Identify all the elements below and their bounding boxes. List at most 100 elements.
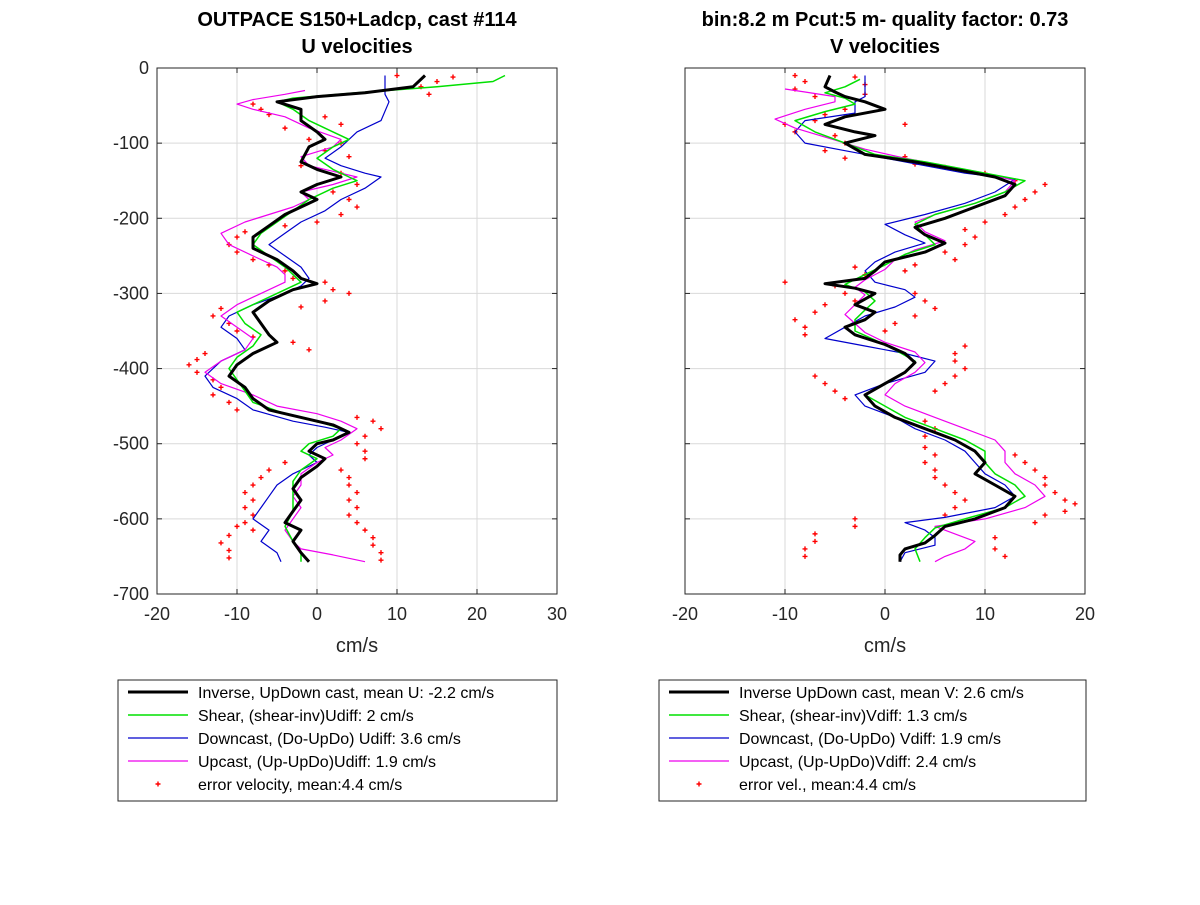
- u-x-tick-label: 30: [547, 604, 567, 624]
- u-error-velocity-point: [306, 136, 312, 142]
- u-error-velocity-point: [250, 527, 256, 533]
- u-error-velocity-point: [314, 219, 320, 225]
- u-error-velocity-point: [226, 399, 232, 405]
- u-legend-label-upcast: Upcast, (Up-UpDo)Udiff: 1.9 cm/s: [198, 754, 436, 771]
- v-error-velocity-point: [812, 531, 818, 537]
- u-velocity-axes: -20 -10 0 10 20 300-100-200-300-400-500-600-7…: [113, 58, 567, 657]
- u-error-velocity-point: [234, 523, 240, 529]
- v-error-velocity-point: [852, 523, 858, 529]
- u-error-velocity-point: [354, 490, 360, 496]
- u-error-velocity-point: [242, 490, 248, 496]
- v-error-velocity-point: [852, 516, 858, 522]
- u-error-velocity-point: [242, 229, 248, 235]
- u-ticks: -20 -10 0 10 20 300-100-200-300-400-500-600-7…: [113, 58, 567, 624]
- v-error-velocity-point: [1042, 181, 1048, 187]
- v-error-velocity-point: [852, 298, 858, 304]
- u-error-velocity-point: [250, 482, 256, 488]
- v-error-velocity-point: [822, 112, 828, 118]
- u-y-tick-label: 0: [139, 58, 149, 78]
- u-error-velocity-point: [290, 275, 296, 281]
- v-error-velocity-point: [832, 133, 838, 139]
- u-error-velocity-point: [218, 540, 224, 546]
- u-error-velocity-point: [234, 234, 240, 240]
- u-x-tick-label: 10: [387, 604, 407, 624]
- u-error-velocity-point: [282, 223, 288, 229]
- v-error-velocity-point: [942, 482, 948, 488]
- v-error-velocity-point: [842, 106, 848, 112]
- v-error-velocity-point: [922, 418, 928, 424]
- v-error-velocity-point: [1072, 501, 1078, 507]
- u-legend-marker-error: [155, 781, 161, 787]
- u-error-velocity-point: [434, 79, 440, 85]
- u-error-velocity-point: [346, 154, 352, 160]
- u-error-velocity-point: [354, 520, 360, 526]
- u-error-velocity-point: [354, 181, 360, 187]
- u-error-velocity-point: [218, 305, 224, 311]
- v-error-velocity-point: [932, 305, 938, 311]
- u-error-velocity-point: [394, 73, 400, 79]
- v-error-velocity-point: [1012, 204, 1018, 210]
- v-error-velocity-point: [962, 366, 968, 372]
- u-error-velocity-point: [354, 505, 360, 511]
- v-error-velocity-point: [1032, 189, 1038, 195]
- u-error-velocity-point: [218, 384, 224, 390]
- u-error-velocity-point: [226, 532, 232, 538]
- u-y-tick-label: -300: [113, 283, 149, 303]
- v-error-velocity-point: [952, 257, 958, 263]
- u-x-tick-label: 0: [312, 604, 322, 624]
- u-series-group: [186, 73, 506, 563]
- v-error-velocity-point: [1062, 508, 1068, 514]
- u-error-velocity-point: [370, 535, 376, 541]
- v-error-velocity-point: [962, 242, 968, 248]
- u-y-tick-label: -700: [113, 584, 149, 604]
- v-error-velocity-point: [902, 268, 908, 274]
- v-error-velocity-point: [782, 279, 788, 285]
- u-error-velocity-point: [346, 482, 352, 488]
- u-error-velocity-point: [362, 433, 368, 439]
- v-error-velocity-point: [892, 320, 898, 326]
- u-y-tick-label: -400: [113, 359, 149, 379]
- u-error-velocity-point: [346, 290, 352, 296]
- v-inverse-series-line: [823, 74, 1017, 562]
- u-error-velocity-point: [354, 414, 360, 420]
- u-error-velocity-point: [338, 121, 344, 127]
- u-plot-data: [186, 73, 506, 563]
- u-error-velocity-point: [250, 101, 256, 107]
- v-error-velocity-point: [802, 79, 808, 85]
- v-legend-box: [658, 679, 1087, 802]
- v-error-velocity-point: [932, 452, 938, 458]
- v-error-velocity-point: [1042, 475, 1048, 481]
- v-error-velocity-point: [902, 121, 908, 127]
- u-error-velocity-point: [258, 475, 264, 481]
- v-error-velocity-point: [822, 302, 828, 308]
- v-error-velocity-point: [982, 219, 988, 225]
- v-error-velocity-point: [852, 74, 858, 80]
- v-error-velocity-point: [952, 373, 958, 379]
- v-error-velocity-point: [812, 538, 818, 544]
- v-error-velocity-point: [792, 73, 798, 79]
- u-error-velocity-point: [194, 369, 200, 375]
- u-inverse-series-line: [227, 74, 427, 563]
- v-plot-data: [774, 73, 1078, 563]
- u-error-velocity-point: [322, 298, 328, 304]
- u-error-velocity-point: [194, 357, 200, 363]
- v-error-velocity-point: [972, 234, 978, 240]
- u-error-velocity-point: [298, 163, 304, 169]
- v-error-velocity-point: [962, 343, 968, 349]
- v-error-velocity-point: [942, 249, 948, 255]
- v-series-group: [774, 73, 1078, 563]
- u-error-velocity-point: [282, 460, 288, 465]
- u-y-tick-label: -500: [113, 434, 149, 454]
- u-error-velocity-point: [426, 91, 432, 97]
- v-error-velocity-point: [1002, 212, 1008, 218]
- u-error-velocity-point: [210, 313, 216, 319]
- v-error-velocity-point: [992, 535, 998, 541]
- u-x-axis-label: cm/s: [336, 635, 378, 657]
- u-legend: Inverse, UpDown cast, mean U: -2.2 cm/s S…: [117, 679, 558, 802]
- v-error-velocity-point: [792, 317, 798, 323]
- u-error-velocity-point: [370, 542, 376, 548]
- u-axes-frame: [156, 67, 558, 595]
- u-y-tick-label: -100: [113, 133, 149, 153]
- u-error-velocity-point: [226, 555, 232, 561]
